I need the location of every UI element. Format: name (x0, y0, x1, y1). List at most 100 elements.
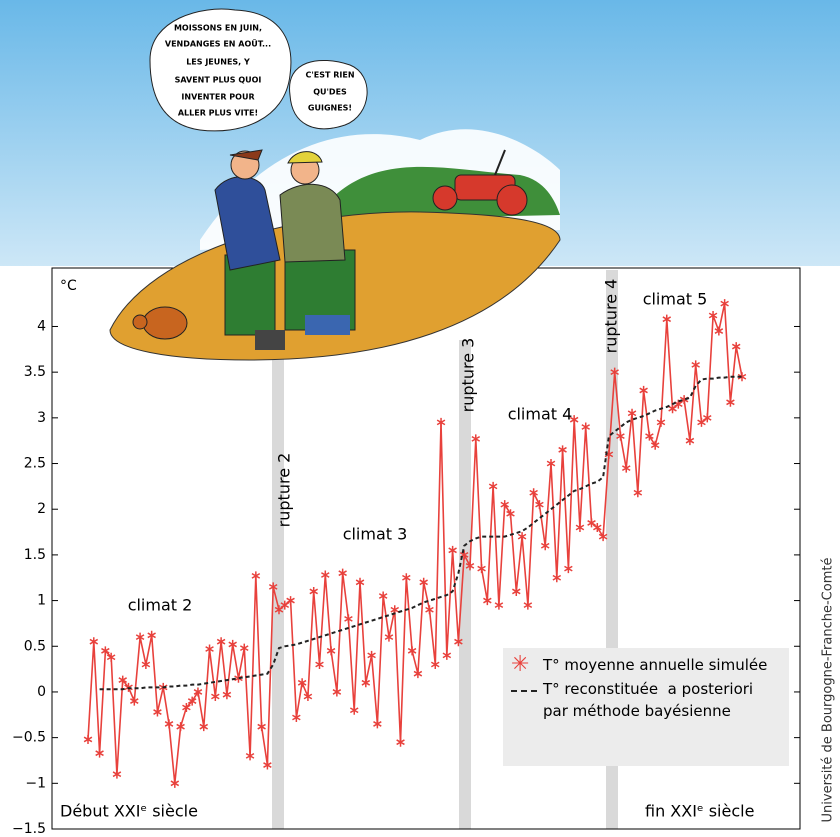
marker (257, 722, 266, 732)
marker (633, 488, 643, 498)
legend-label: T° reconstituée a posteriori par méthode… (543, 680, 758, 720)
marker (292, 713, 301, 723)
annotation: climat 2 (128, 596, 193, 615)
legend: ✳ T° moyenne annuelle simulée T° reconst… (503, 648, 789, 766)
speech-bubble (149, 8, 292, 132)
marker (697, 417, 706, 427)
marker (268, 582, 278, 592)
marker (228, 639, 237, 649)
y-tick-label: 3 (37, 410, 46, 426)
marker (737, 372, 747, 382)
annotation: rupture 2 (275, 453, 294, 528)
marker (83, 734, 93, 744)
marker (205, 644, 214, 654)
bubble-text: QU'DES (313, 88, 347, 97)
marker (135, 632, 145, 642)
marker (616, 431, 625, 441)
marker (413, 669, 423, 679)
marker (621, 463, 631, 473)
marker (430, 660, 440, 670)
marker (436, 417, 446, 427)
marker (569, 415, 579, 425)
y-tick-label: 1 (37, 593, 46, 609)
marker (367, 650, 376, 660)
marker (280, 600, 290, 610)
y-tick-label: 2 (37, 501, 46, 517)
bubble-text: INVENTER POUR (181, 93, 254, 102)
annotation: rupture 4 (602, 279, 621, 354)
marker (106, 652, 116, 662)
marker (378, 591, 388, 601)
y-tick-label: 3.5 (24, 364, 46, 380)
marker (239, 643, 249, 653)
marker (187, 696, 197, 706)
marker (529, 488, 538, 498)
marker (419, 577, 428, 587)
annotation: rupture 3 (459, 338, 478, 413)
credit: Université de Bourgogne-Franche-Comté (821, 558, 836, 823)
marker (483, 596, 492, 606)
marker (650, 440, 660, 450)
marker (726, 397, 735, 407)
marker (297, 678, 307, 688)
y-tick-label: 0 (37, 684, 46, 700)
y-tick-label: 2.5 (24, 456, 46, 472)
marker (164, 719, 174, 729)
marker (448, 545, 457, 555)
marker (471, 434, 481, 444)
marker (714, 326, 724, 336)
marker (153, 707, 162, 717)
tractor (432, 149, 528, 216)
marker (691, 360, 700, 370)
marker (598, 532, 608, 542)
hen (132, 306, 188, 340)
marker (494, 600, 504, 610)
marker (101, 646, 110, 656)
marker (199, 722, 209, 732)
speech-bubble (289, 59, 368, 130)
marker (546, 459, 556, 469)
marker (685, 436, 695, 446)
marker (222, 690, 232, 700)
marker (344, 614, 353, 624)
marker (610, 367, 619, 377)
marker (731, 342, 741, 352)
marker (326, 646, 336, 656)
annotation: climat 5 (643, 290, 708, 309)
marker (95, 748, 104, 758)
marker (442, 650, 452, 660)
bubble-text: GUIGNES! (308, 104, 352, 113)
marker (668, 404, 677, 414)
marker (263, 760, 272, 770)
y-tick-label: −1 (25, 775, 46, 791)
marker (251, 571, 261, 581)
legend-marker: ✳ (511, 652, 530, 677)
marker (575, 522, 585, 532)
bubble-text: VENDANGES EN AOÛT... (165, 38, 271, 49)
marker (170, 778, 180, 788)
marker (245, 751, 255, 761)
marker (303, 692, 313, 702)
marker (396, 737, 405, 747)
marker (321, 570, 330, 580)
marker (211, 692, 220, 702)
annotation: fin XXIᵉ siècle (645, 802, 754, 821)
marker (338, 568, 347, 578)
rupture-band (459, 340, 471, 829)
marker (523, 600, 533, 610)
marker (216, 637, 226, 647)
rupture-band (272, 340, 284, 829)
bubble-text: SAVENT PLUS QUOI (175, 76, 262, 85)
marker (89, 637, 99, 647)
marker (564, 564, 573, 574)
marker (488, 481, 498, 491)
marker (506, 509, 515, 519)
marker (361, 678, 371, 688)
marker (517, 532, 527, 542)
marker (703, 413, 712, 423)
bubble-text: LES JEUNES, Y (186, 58, 250, 67)
marker (535, 500, 544, 510)
marker (587, 518, 596, 528)
